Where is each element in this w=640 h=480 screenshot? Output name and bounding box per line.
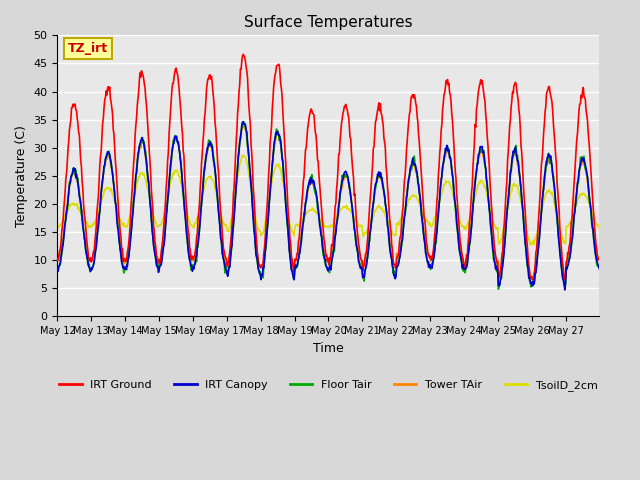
Y-axis label: Temperature (C): Temperature (C): [15, 125, 28, 227]
Text: TZ_irt: TZ_irt: [68, 42, 108, 55]
X-axis label: Time: Time: [313, 342, 344, 355]
Title: Surface Temperatures: Surface Temperatures: [244, 15, 413, 30]
Legend: IRT Ground, IRT Canopy, Floor Tair, Tower TAir, TsoilD_2cm: IRT Ground, IRT Canopy, Floor Tair, Towe…: [55, 375, 602, 395]
